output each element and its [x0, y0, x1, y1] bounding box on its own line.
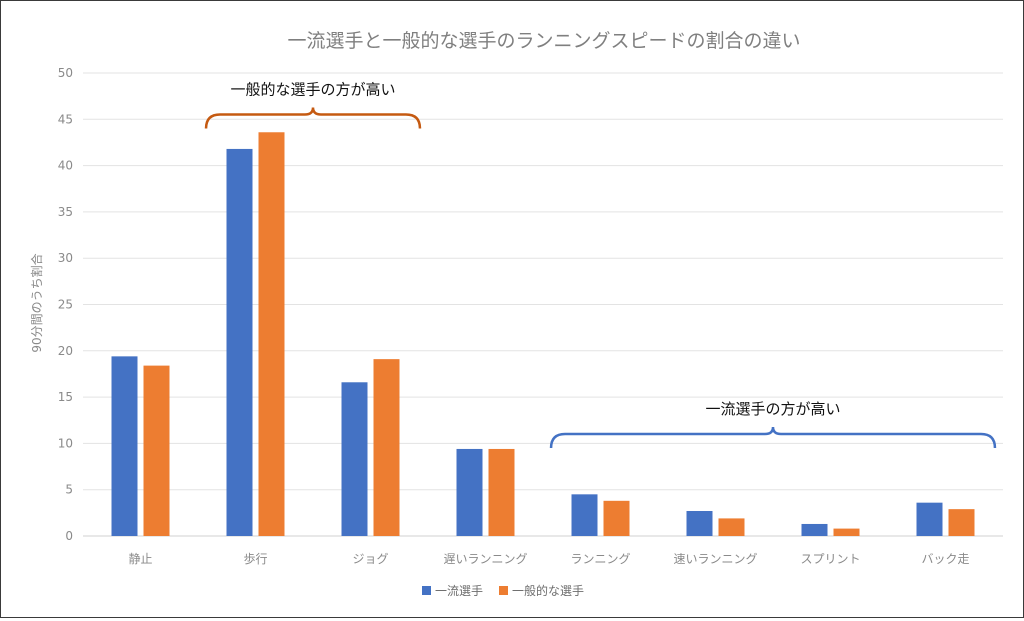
- y-tick-label-35: 35: [58, 205, 73, 219]
- bar-1-2: [226, 148, 253, 536]
- y-tick-label-20: 20: [58, 344, 73, 358]
- annotation-text-2: 一流選手の方が高い: [705, 400, 840, 418]
- bar-2-8: [948, 509, 975, 536]
- y-tick-label-45: 45: [58, 112, 73, 126]
- y-tick-label-10: 10: [58, 436, 73, 450]
- bar-1-8: [916, 502, 943, 536]
- annotation-bracket-1: [204, 107, 422, 129]
- bars: [111, 132, 975, 536]
- bar-2-5: [603, 500, 630, 536]
- bar-1-3: [341, 382, 368, 536]
- bar-1-5: [571, 494, 598, 536]
- bar-2-2: [258, 132, 285, 536]
- x-tick-label-6: 速いランニング: [673, 552, 757, 566]
- x-tick-label-8: バック走: [921, 552, 969, 566]
- bar-1-7: [801, 523, 828, 536]
- y-tick-label-25: 25: [58, 298, 73, 312]
- bar-1-1: [111, 356, 138, 536]
- y-tick-labels: 0 5 10 15 20 25 30 35 40 45 50: [58, 66, 73, 543]
- gridlines: [83, 72, 1003, 537]
- x-tick-label-5: ランニング: [570, 552, 630, 566]
- y-tick-label-0: 0: [65, 529, 73, 543]
- chart-title: 一流選手と一般的な選手のランニングスピードの割合の違い: [287, 30, 800, 52]
- x-tick-label-4: 遅いランニング: [443, 552, 527, 566]
- x-tick-label-3: ジョグ: [352, 552, 388, 566]
- legend-label-2: 一般的な選手: [512, 583, 584, 598]
- annotation-text-1: 一般的な選手の方が高い: [230, 81, 395, 99]
- x-tick-label-1: 静止: [128, 552, 152, 566]
- x-tick-labels: 静止 歩行 ジョグ 遅いランニング ランニング 速いランニング スプリント バック走: [128, 551, 969, 566]
- bar-1-6: [686, 510, 713, 536]
- bar-1-4: [456, 448, 483, 536]
- y-tick-label-30: 30: [58, 251, 73, 265]
- bar-2-6: [718, 518, 745, 536]
- x-tick-label-7: スプリント: [800, 552, 860, 566]
- x-tick-label-2: 歩行: [243, 551, 267, 566]
- bar-2-7: [833, 528, 860, 536]
- legend: 一流選手 一般的な選手: [422, 583, 584, 598]
- bar-2-1: [143, 365, 170, 536]
- legend-label-1: 一流選手: [435, 584, 483, 598]
- y-axis-label: 90分間のうち割合: [29, 253, 44, 352]
- legend-swatch-1: [422, 586, 431, 595]
- y-tick-label-40: 40: [58, 159, 73, 173]
- y-tick-label-5: 5: [65, 483, 73, 497]
- bar-2-4: [488, 448, 515, 536]
- legend-swatch-2: [499, 586, 508, 595]
- bar-2-3: [373, 359, 400, 536]
- y-tick-label-15: 15: [58, 390, 73, 404]
- annotation-bracket-2: [549, 426, 997, 449]
- y-tick-label-50: 50: [58, 66, 73, 80]
